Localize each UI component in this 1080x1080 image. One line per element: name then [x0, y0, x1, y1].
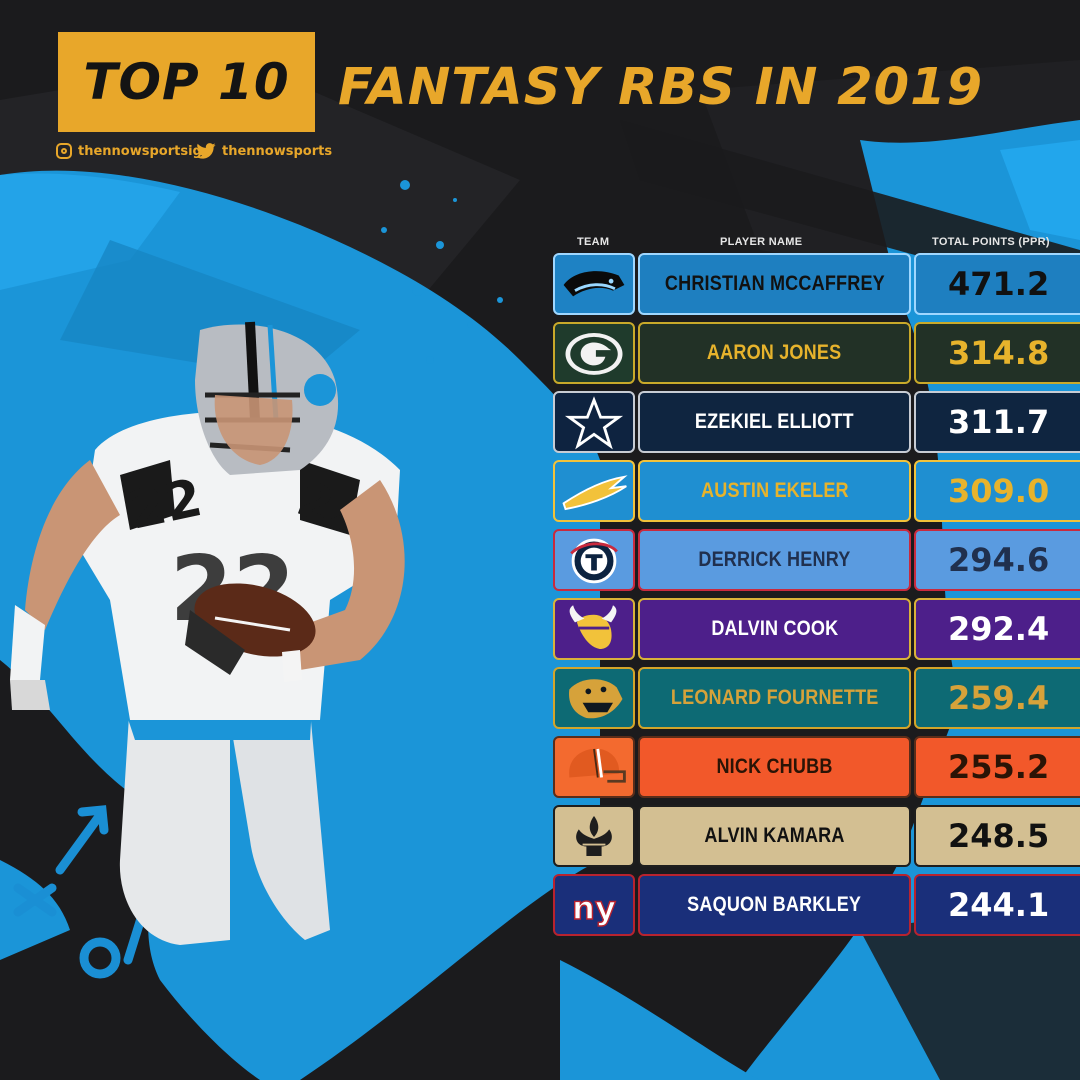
team-logo-cell: [553, 322, 635, 384]
table-row: AUSTIN EKELER 309.0: [553, 460, 1080, 522]
points-cell: 259.4: [914, 667, 1080, 729]
twitter-handle-group: thennowsports: [196, 140, 332, 162]
team-logo-cell: [553, 736, 635, 798]
twitter-icon: [196, 143, 216, 159]
points-cell: 244.1: [914, 874, 1080, 936]
total-points: 244.1: [948, 886, 1050, 924]
panthers-logo-icon: [563, 271, 625, 297]
jaguars-logo-icon: [569, 679, 623, 719]
player-name-cell: DALVIN COOK: [638, 598, 911, 660]
column-header-points: TOTAL POINTS (PPR): [932, 236, 1050, 248]
player-name-cell: EZEKIEL ELLIOTT: [638, 391, 911, 453]
team-logo-cell: ny: [553, 874, 635, 936]
team-logo-cell: [553, 529, 635, 591]
team-logo-cell: [553, 598, 635, 660]
player-name: DERRICK HENRY: [698, 548, 851, 571]
team-logo-cell: [553, 391, 635, 453]
instagram-handle: thennowsportsig: [78, 143, 202, 159]
table-row: DALVIN COOK 292.4: [553, 598, 1080, 660]
jersey-number-left: 22: [124, 468, 207, 542]
player-name-cell: CHRISTIAN MCCAFFREY: [638, 253, 911, 315]
player-image: 22 22 22: [10, 321, 405, 945]
browns-logo-icon: [569, 748, 626, 783]
table-row: LEONARD FOURNETTE 259.4: [553, 667, 1080, 729]
player-name-cell: LEONARD FOURNETTE: [638, 667, 911, 729]
player-name: CHRISTIAN MCCAFFREY: [664, 272, 885, 295]
team-logo-cell: [553, 253, 635, 315]
total-points: 311.7: [948, 403, 1050, 441]
table-row: CHRISTIAN MCCAFFREY 471.2: [553, 253, 1080, 315]
cowboys-logo-icon: [564, 396, 624, 450]
page-title: FANTASY RBS IN 2019: [338, 58, 984, 117]
player-name-cell: DERRICK HENRY: [638, 529, 911, 591]
player-name: AARON JONES: [707, 341, 842, 364]
points-cell: 255.2: [914, 736, 1080, 798]
packers-logo-icon: [565, 333, 623, 375]
twitter-handle: thennowsports: [222, 143, 333, 159]
player-name-cell: AUSTIN EKELER: [638, 460, 911, 522]
total-points: 309.0: [948, 472, 1050, 510]
vikings-logo-icon: [569, 605, 617, 649]
titans-logo-icon: [570, 538, 618, 584]
points-cell: 248.5: [914, 805, 1080, 867]
title-highlight: TOP 10: [83, 53, 290, 111]
table-row: AARON JONES 314.8: [553, 322, 1080, 384]
player-name-cell: NICK CHUBB: [638, 736, 911, 798]
total-points: 248.5: [948, 817, 1050, 855]
total-points: 255.2: [948, 748, 1050, 786]
player-name: EZEKIEL ELLIOTT: [695, 410, 854, 433]
chargers-logo-icon: [562, 475, 628, 511]
title-highlight-box: TOP 10: [58, 32, 315, 132]
total-points: 471.2: [948, 265, 1050, 303]
table-row: ny SAQUON BARKLEY 244.1: [553, 874, 1080, 936]
player-name-cell: ALVIN KAMARA: [638, 805, 911, 867]
table-row: ALVIN KAMARA 248.5: [553, 805, 1080, 867]
table-row: EZEKIEL ELLIOTT 311.7: [553, 391, 1080, 453]
points-cell: 294.6: [914, 529, 1080, 591]
giants-logo-icon: ny: [571, 889, 616, 928]
points-cell: 309.0: [914, 460, 1080, 522]
svg-text:ny: ny: [572, 889, 616, 927]
player-name: SAQUON BARKLEY: [687, 893, 862, 916]
total-points: 292.4: [948, 610, 1050, 648]
player-name: NICK CHUBB: [716, 755, 833, 778]
player-name-cell: SAQUON BARKLEY: [638, 874, 911, 936]
points-cell: 314.8: [914, 322, 1080, 384]
player-name: AUSTIN EKELER: [700, 479, 849, 502]
points-cell: 471.2: [914, 253, 1080, 315]
table-row: NICK CHUBB 255.2: [553, 736, 1080, 798]
player-name: LEONARD FOURNETTE: [670, 686, 879, 709]
instagram-handle-group: thennowsportsig: [56, 140, 202, 162]
points-cell: 292.4: [914, 598, 1080, 660]
total-points: 314.8: [948, 334, 1050, 372]
total-points: 294.6: [948, 541, 1050, 579]
team-logo-cell: [553, 460, 635, 522]
team-logo-cell: [553, 667, 635, 729]
total-points: 259.4: [948, 679, 1050, 717]
saints-logo-icon: [576, 816, 612, 856]
player-name-cell: AARON JONES: [638, 322, 911, 384]
table-row: DERRICK HENRY 294.6: [553, 529, 1080, 591]
instagram-icon: [56, 143, 72, 159]
column-header-team: TEAM: [577, 236, 610, 248]
column-header-player: PLAYER NAME: [720, 236, 803, 248]
points-cell: 311.7: [914, 391, 1080, 453]
player-name: ALVIN KAMARA: [704, 824, 845, 847]
player-name: DALVIN COOK: [711, 617, 838, 640]
team-logo-cell: [553, 805, 635, 867]
